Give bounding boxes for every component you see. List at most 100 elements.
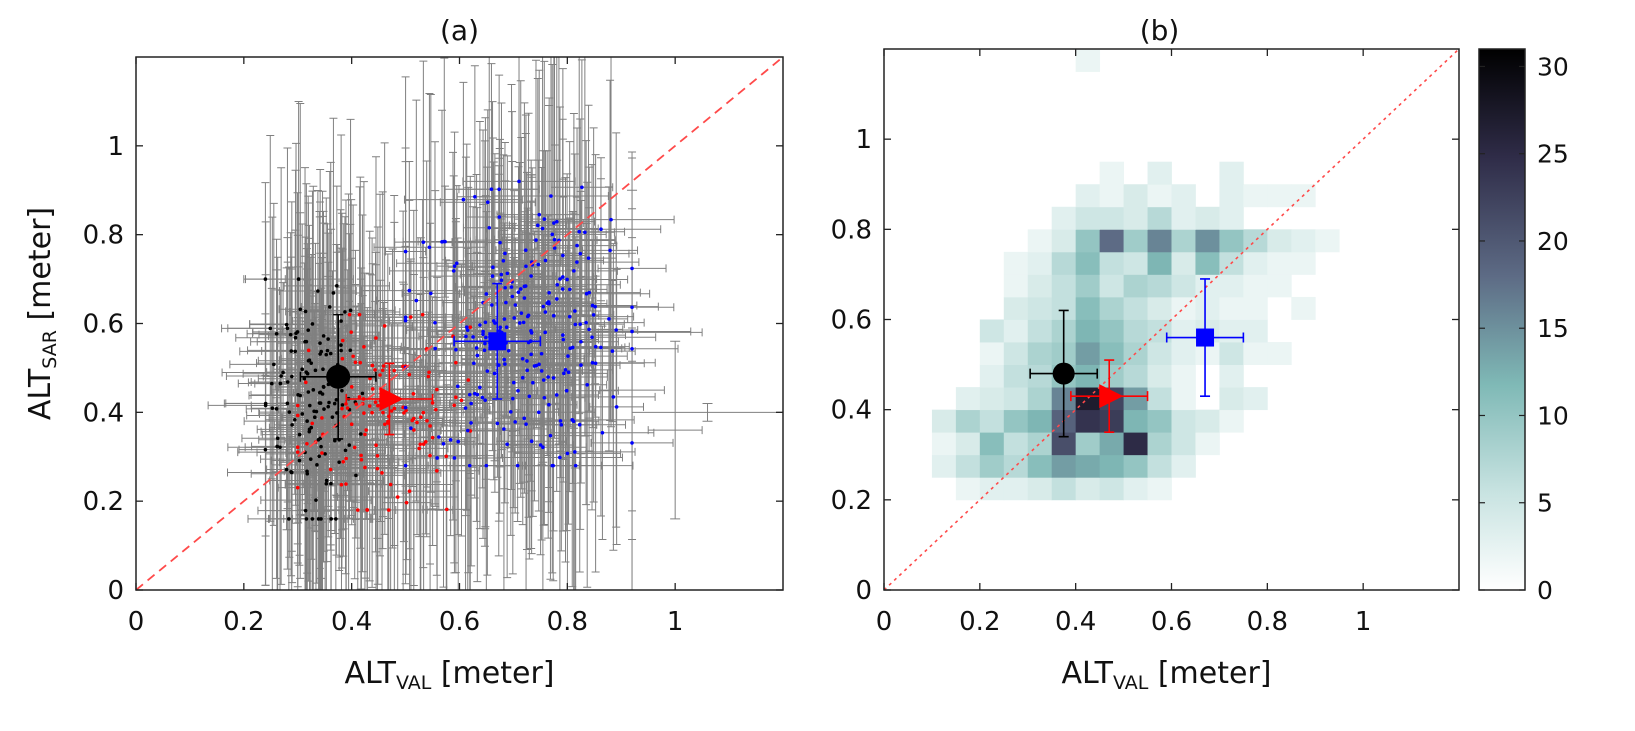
heatmap-cell xyxy=(1147,364,1172,388)
data-point xyxy=(297,432,302,437)
data-point xyxy=(305,419,309,423)
data-point xyxy=(321,334,326,338)
heatmap-cell xyxy=(1195,409,1220,433)
data-point xyxy=(287,517,291,521)
data-point xyxy=(505,442,509,447)
data-point xyxy=(347,443,352,447)
data-point xyxy=(305,471,310,476)
heatmap-cell xyxy=(1147,274,1172,298)
heatmap-cell xyxy=(1051,454,1077,478)
data-point xyxy=(558,277,562,281)
panel-a-y-label-main: ALT xyxy=(23,368,58,420)
heatmap-cell xyxy=(1075,477,1101,501)
heatmap-cell xyxy=(1123,296,1148,320)
heatmap-cell xyxy=(1075,206,1101,230)
data-point xyxy=(374,443,378,448)
heatmap-cell xyxy=(1171,409,1196,433)
data-point xyxy=(523,248,528,252)
heatmap-cell xyxy=(1099,409,1124,433)
data-point xyxy=(381,364,386,368)
data-point xyxy=(289,470,294,475)
data-point xyxy=(516,290,521,295)
heatmap-cell xyxy=(1171,319,1196,343)
data-point xyxy=(611,395,616,399)
data-point xyxy=(517,179,521,184)
data-point xyxy=(482,348,487,352)
data-point xyxy=(300,412,305,416)
data-point xyxy=(518,287,523,291)
heatmap-cell xyxy=(1195,229,1220,253)
heatmap-cell xyxy=(931,432,957,456)
data-point xyxy=(365,508,370,512)
data-point xyxy=(551,376,556,380)
data-point xyxy=(363,465,367,470)
heatmap-cell xyxy=(1171,432,1196,456)
data-point xyxy=(543,258,548,263)
heatmap-cell xyxy=(1123,477,1148,501)
data-point xyxy=(313,368,318,373)
data-point xyxy=(554,393,559,397)
data-point xyxy=(339,319,343,323)
data-point xyxy=(504,325,509,330)
data-point xyxy=(285,401,290,406)
panel-a-y-tick-label: 0.6 xyxy=(83,310,124,340)
data-point xyxy=(532,364,537,368)
data-point xyxy=(497,215,502,219)
data-point xyxy=(502,427,506,431)
data-point xyxy=(487,225,492,230)
panel-a-scatter: 0 0.2 0.4 0.6 0.8 1 0 0.2 0.4 0.6 0.8 1 (a) ALTVAL … xyxy=(23,14,784,694)
data-point xyxy=(480,395,485,400)
data-point xyxy=(326,404,331,409)
data-point xyxy=(307,358,312,363)
data-point xyxy=(550,232,555,237)
heatmap-cell xyxy=(1147,432,1172,456)
data-point xyxy=(630,441,634,445)
data-point xyxy=(551,313,556,318)
data-point xyxy=(579,339,583,344)
data-point xyxy=(510,294,515,299)
data-point xyxy=(492,371,497,376)
data-point xyxy=(340,338,345,343)
data-point xyxy=(344,482,348,486)
panel-a-x-tick-label: 0.4 xyxy=(331,607,372,637)
colorbar-tick-label: 20 xyxy=(1537,227,1569,256)
data-point xyxy=(539,369,544,373)
panel-a-y-tick-label: 0.4 xyxy=(83,398,124,428)
data-point xyxy=(459,398,464,403)
panel-b-x-tick-label: 0.2 xyxy=(959,607,1000,637)
data-point xyxy=(311,388,316,392)
heatmap-cell xyxy=(1003,296,1029,320)
heatmap-cell xyxy=(1243,342,1268,365)
data-point xyxy=(330,415,335,419)
data-point xyxy=(362,411,366,415)
data-point xyxy=(306,328,311,332)
heatmap-cell xyxy=(1171,229,1196,253)
data-point xyxy=(340,406,344,411)
data-point xyxy=(383,422,387,427)
data-point xyxy=(517,321,522,325)
heatmap-cell xyxy=(955,432,981,456)
data-point xyxy=(287,410,292,414)
heatmap-cell xyxy=(1219,364,1244,388)
data-point xyxy=(320,416,324,420)
heatmap-cell xyxy=(1219,342,1244,365)
data-point xyxy=(549,194,553,198)
data-point xyxy=(461,197,466,202)
data-point xyxy=(541,378,546,382)
data-point xyxy=(503,285,507,290)
data-point xyxy=(541,445,545,449)
heatmap-cell xyxy=(955,409,981,433)
heatmap-cell xyxy=(979,454,1005,478)
heatmap-cell xyxy=(931,454,957,478)
data-point xyxy=(524,422,528,426)
data-point xyxy=(353,360,358,365)
colorbar-ticks: 0 5 10 15 20 25 30 xyxy=(1479,52,1569,605)
data-point xyxy=(380,368,385,373)
heatmap-cell xyxy=(1219,161,1244,185)
heatmap-cell xyxy=(1099,229,1124,253)
data-point xyxy=(467,463,472,468)
data-point xyxy=(285,380,290,384)
heatmap-cell xyxy=(1003,319,1029,343)
data-point xyxy=(414,298,419,303)
data-point xyxy=(490,303,494,307)
